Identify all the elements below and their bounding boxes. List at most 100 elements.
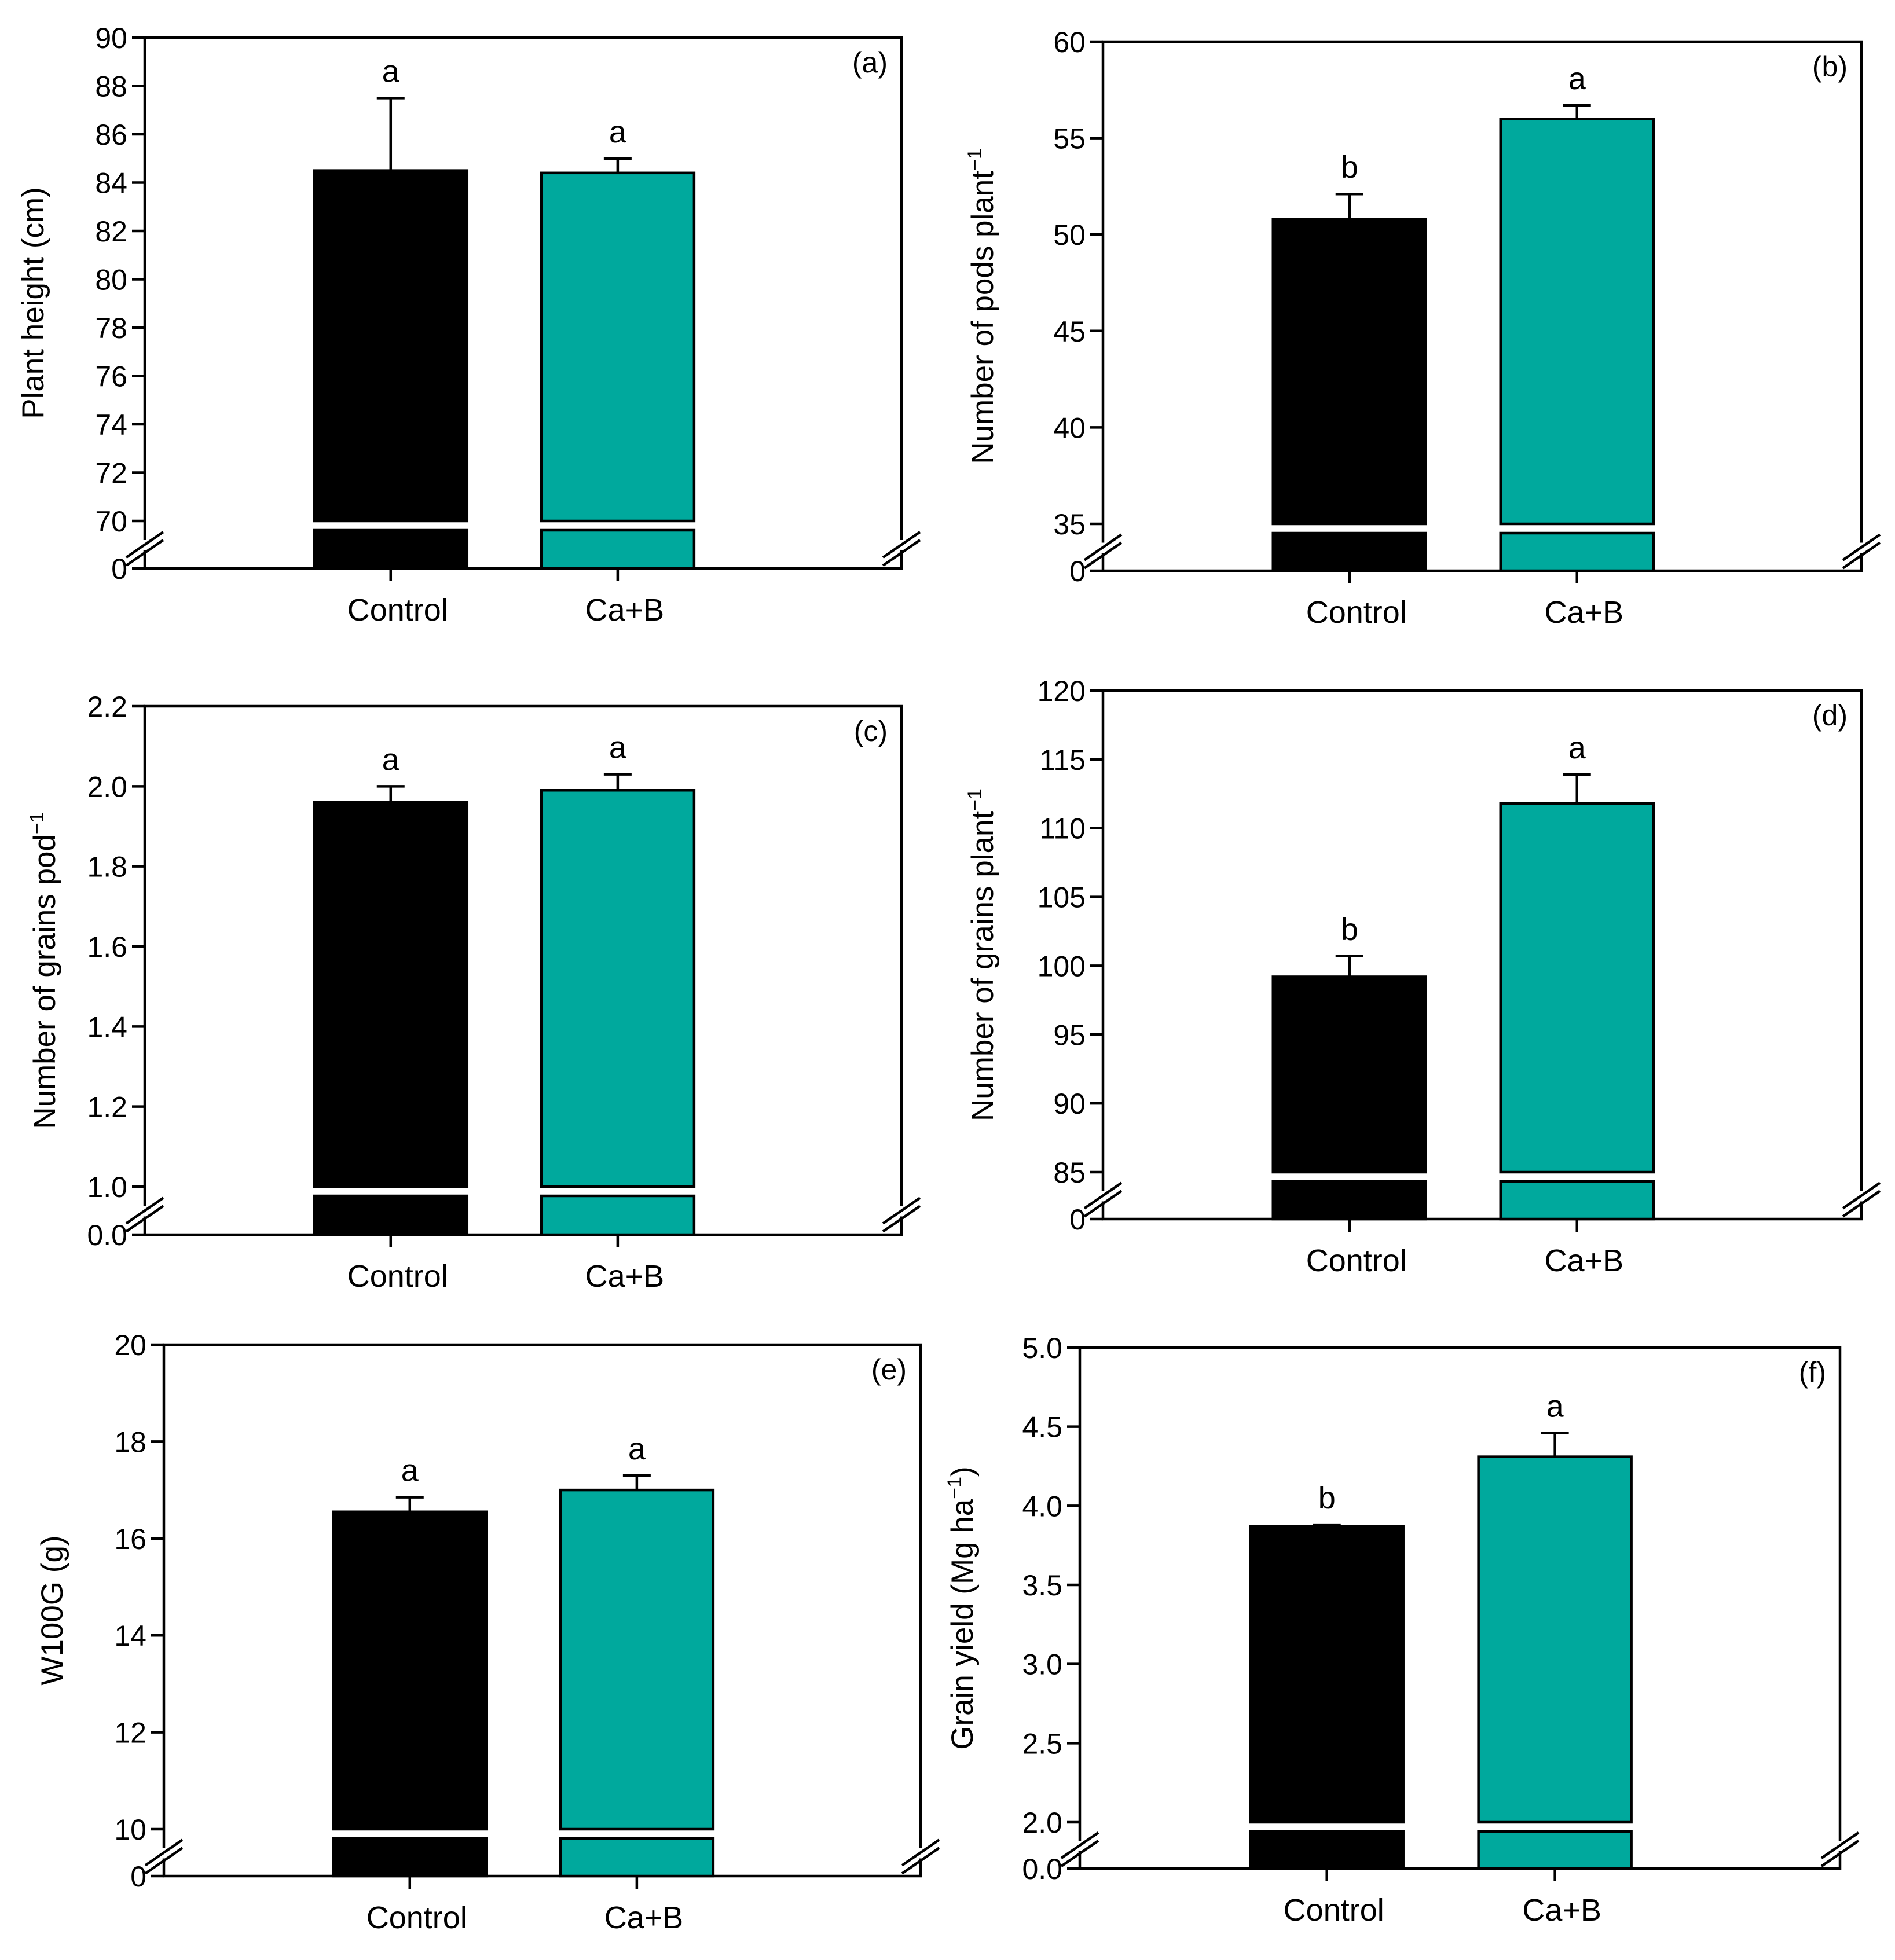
y-tick-label-zero: 0.0 bbox=[1022, 1853, 1062, 1885]
significance-letter: a bbox=[609, 731, 627, 765]
bar-control-base bbox=[313, 1194, 469, 1236]
y-tick-label: 35 bbox=[1053, 508, 1086, 541]
x-category-label: Control bbox=[1284, 1893, 1384, 1928]
y-tick-label: 95 bbox=[1053, 1019, 1086, 1051]
y-tick-label: 4.0 bbox=[1022, 1490, 1062, 1522]
y-tick-label: 1.0 bbox=[87, 1171, 127, 1203]
y-tick-label: 2.5 bbox=[1022, 1727, 1062, 1760]
y-tick-label: 14 bbox=[114, 1620, 146, 1652]
y-axis-title: Plant height (cm) bbox=[16, 187, 50, 419]
axis-break-mark bbox=[1060, 1840, 1099, 1867]
y-tick-label: 45 bbox=[1053, 315, 1086, 348]
bar-control-base bbox=[332, 1837, 488, 1878]
x-category-label: Control bbox=[1306, 595, 1407, 630]
y-tick-label: 60 bbox=[1053, 26, 1086, 58]
axis-break-mark bbox=[1083, 541, 1123, 570]
axis-break-mark bbox=[1842, 1190, 1881, 1218]
y-axis-title: Grain yield (Mg ha−1) bbox=[944, 1466, 980, 1749]
axis-break-mark bbox=[1083, 1190, 1123, 1218]
axis-break-mark bbox=[901, 1847, 940, 1875]
x-category-label: Ca+B bbox=[1544, 1243, 1623, 1278]
x-category-label: Control bbox=[347, 1259, 448, 1294]
axis-break-mark bbox=[1060, 1831, 1099, 1859]
chart-panel-1: 70 72 74 76 78 80 82 84 86 88 90 0 a Control a Ca+B (a) P… bbox=[16, 22, 921, 627]
y-tick-label: 80 bbox=[95, 264, 127, 296]
bar-cab-base bbox=[540, 528, 696, 570]
y-axis-title: W100G (g) bbox=[35, 1535, 69, 1685]
y-tick-label: 76 bbox=[95, 361, 127, 393]
significance-letter: a bbox=[382, 54, 400, 89]
y-tick-label: 84 bbox=[95, 167, 127, 200]
axis-break-mark bbox=[125, 539, 164, 567]
y-axis-title: Number of pods plant−1 bbox=[964, 148, 1000, 464]
x-category-label: Ca+B bbox=[585, 593, 665, 627]
plot-frame bbox=[143, 36, 903, 570]
y-tick-label: 110 bbox=[1039, 813, 1086, 845]
panel-label: (a) bbox=[852, 46, 888, 79]
y-tick-label: 85 bbox=[1053, 1157, 1086, 1189]
chart-panel-3: 1.0 1.2 1.4 1.6 1.8 2.0 2.2 0.0 a Control a Ca+B (c)… bbox=[26, 691, 921, 1294]
significance-letter: a bbox=[401, 1454, 419, 1488]
significance-letter: a bbox=[609, 115, 627, 149]
bar-control bbox=[1271, 975, 1427, 1174]
y-tick-label: 2.2 bbox=[87, 691, 127, 723]
y-tick-label: 1.2 bbox=[87, 1091, 127, 1124]
bar-cab bbox=[540, 789, 696, 1188]
axis-break-mark bbox=[1842, 1181, 1881, 1210]
y-tick-label-zero: 0 bbox=[1069, 555, 1086, 588]
y-tick-label: 3.5 bbox=[1022, 1569, 1062, 1602]
bar-control bbox=[1271, 218, 1427, 526]
bar-control-base bbox=[313, 528, 469, 570]
y-tick-label-zero: 0 bbox=[111, 553, 127, 585]
chart-panel-5: 10 12 14 16 18 20 0 a Control a Ca+B (e) W100G (g) bbox=[35, 1329, 940, 1935]
axis-break-mark bbox=[1820, 1840, 1860, 1867]
significance-letter: a bbox=[628, 1432, 646, 1466]
bar-cab-base bbox=[1499, 531, 1655, 572]
panel-label: (b) bbox=[1812, 50, 1848, 83]
y-tick-label: 72 bbox=[95, 457, 127, 490]
axis-break-mark bbox=[125, 1205, 164, 1233]
x-category-label: Control bbox=[1306, 1243, 1407, 1278]
y-tick-label: 10 bbox=[114, 1814, 146, 1846]
bar-cab-base bbox=[1477, 1830, 1633, 1870]
axis-break-mark bbox=[1083, 1181, 1123, 1210]
y-tick-label: 50 bbox=[1053, 219, 1086, 251]
y-tick-label: 1.8 bbox=[87, 851, 127, 883]
y-axis-title: Number of grains plant−1 bbox=[964, 788, 1000, 1121]
x-category-label: Ca+B bbox=[1544, 595, 1623, 630]
y-tick-label: 86 bbox=[95, 119, 127, 151]
axis-break-mark bbox=[882, 539, 921, 567]
bar-cab bbox=[1477, 1455, 1633, 1824]
axis-break-mark bbox=[901, 1838, 940, 1867]
y-tick-label: 3.0 bbox=[1022, 1649, 1062, 1681]
plot-frame bbox=[1101, 689, 1863, 1221]
y-tick-label: 88 bbox=[95, 71, 127, 103]
plot-frame bbox=[1101, 40, 1863, 572]
bar-control bbox=[313, 169, 469, 523]
plot-frame bbox=[143, 704, 903, 1236]
axis-break-mark bbox=[144, 1847, 184, 1875]
bar-control bbox=[332, 1510, 488, 1831]
panel-label: (c) bbox=[854, 715, 888, 747]
bar-control-base bbox=[1249, 1830, 1405, 1870]
axis-break-mark bbox=[125, 1196, 164, 1225]
axis-break-mark bbox=[144, 1838, 184, 1867]
x-category-label: Ca+B bbox=[1522, 1893, 1601, 1928]
y-tick-label: 100 bbox=[1038, 950, 1086, 982]
bar-cab bbox=[540, 171, 696, 523]
bar-control-base bbox=[1271, 531, 1427, 572]
y-tick-label: 20 bbox=[114, 1329, 146, 1361]
y-tick-label: 120 bbox=[1038, 675, 1086, 707]
bar-cab bbox=[559, 1488, 715, 1831]
y-tick-label: 82 bbox=[95, 215, 127, 248]
x-category-label: Control bbox=[347, 593, 448, 627]
plot-frame bbox=[162, 1343, 922, 1878]
bar-control-base bbox=[1271, 1180, 1427, 1221]
chart-panel-2: 35 40 45 50 55 60 0 b Control a Ca+B (b) Number of p… bbox=[964, 26, 1881, 630]
axis-break-mark bbox=[1842, 541, 1881, 570]
axis-break-mark bbox=[125, 531, 164, 559]
y-tick-label-zero: 0 bbox=[130, 1860, 146, 1893]
bar-cab-base bbox=[540, 1194, 696, 1236]
significance-letter: a bbox=[1568, 61, 1586, 96]
